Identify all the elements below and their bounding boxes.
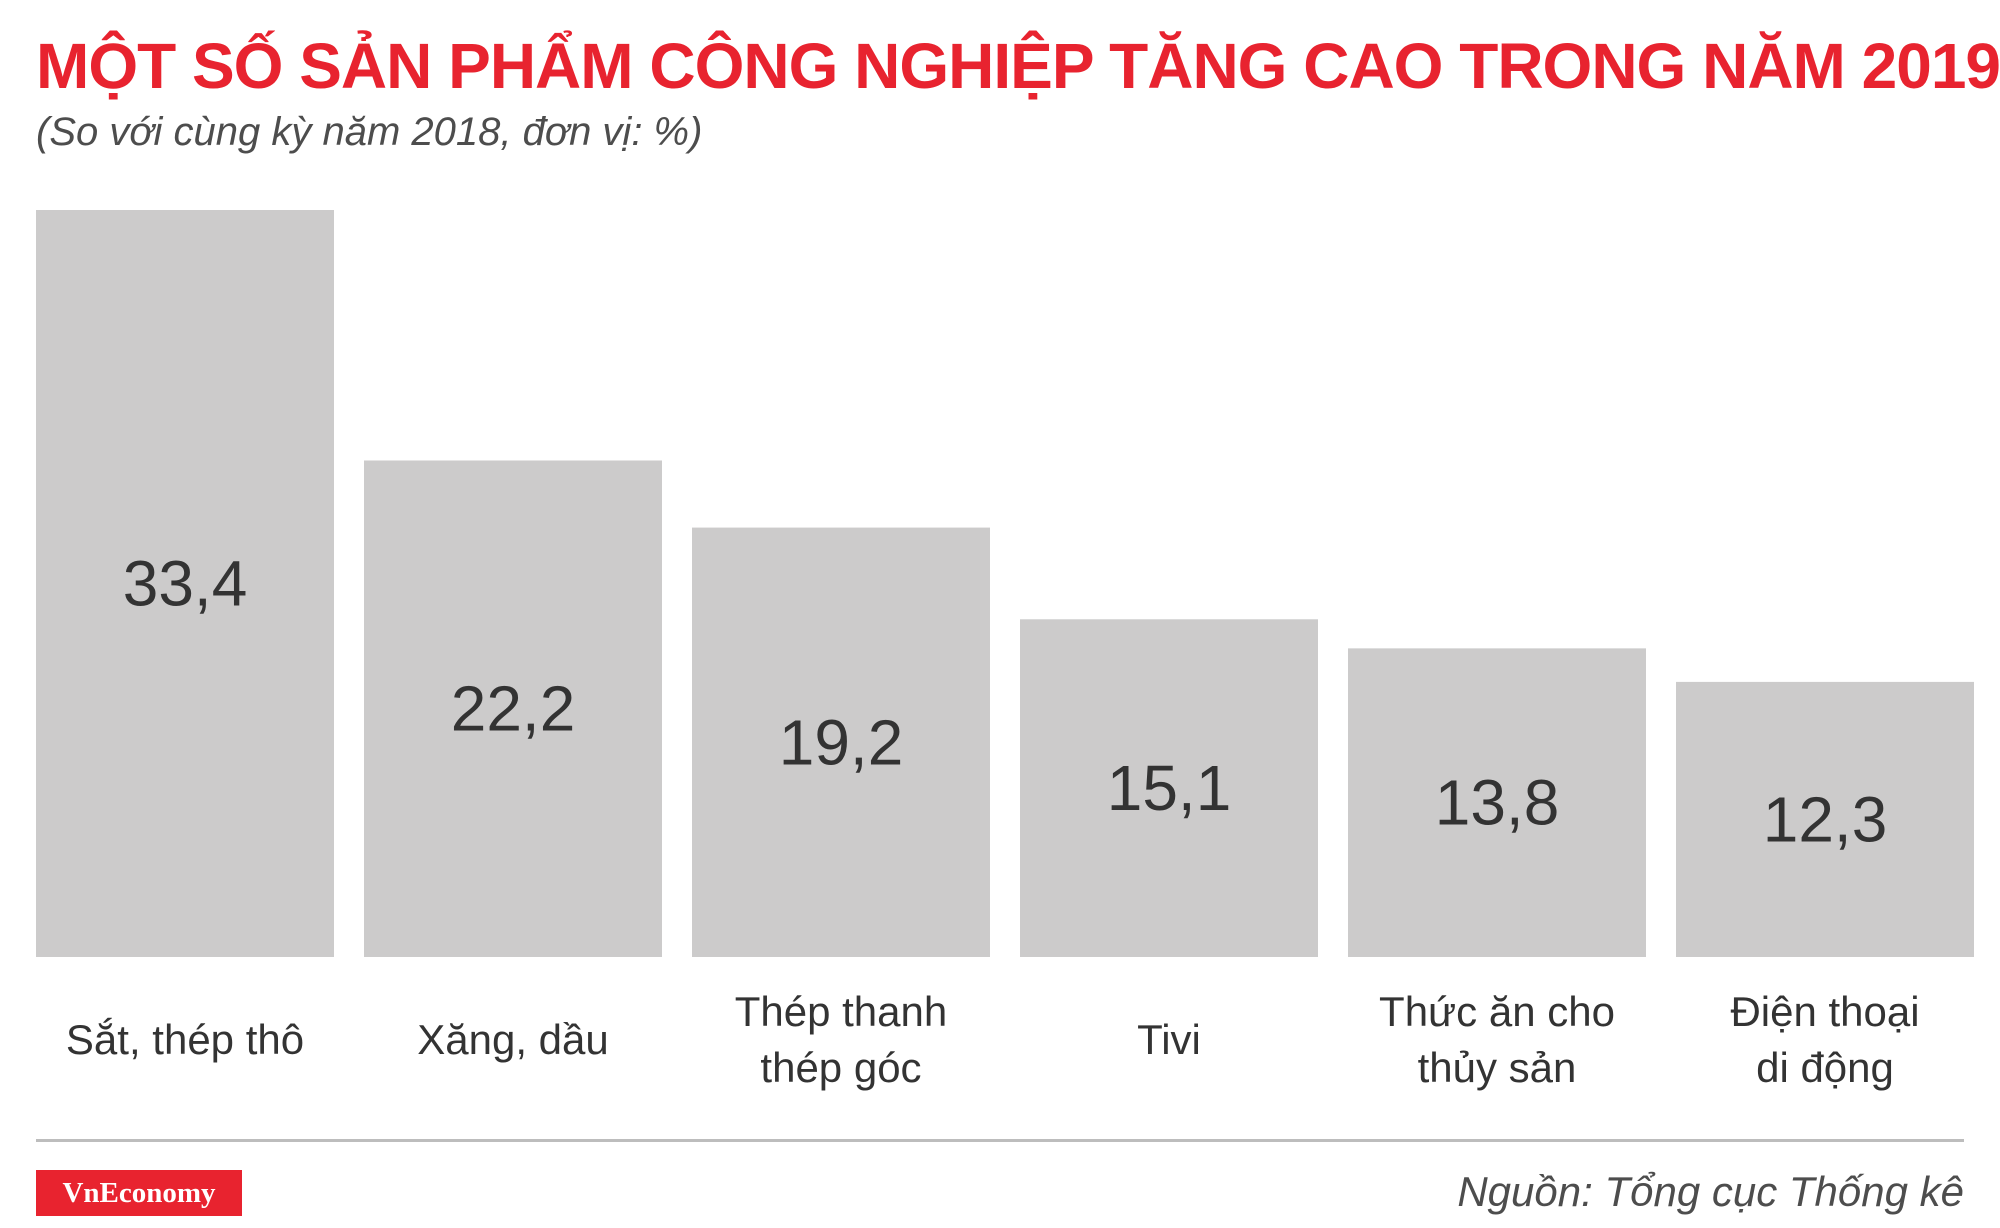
category-label: Thép thanh	[735, 988, 948, 1035]
bar-value-label: 15,1	[1107, 752, 1232, 824]
bar-value-label: 13,8	[1435, 767, 1560, 839]
vneconomy-logo: VnEconomy	[36, 1170, 242, 1216]
category-label: Xăng, dầu	[417, 1016, 609, 1063]
bar-chart: 33,4 Sắt, thép thô 22,2 Xăng, dầu 19,2 Thép t…	[36, 210, 1974, 1091]
category-label: thép góc	[760, 1044, 921, 1091]
bar-value-label: 33,4	[123, 548, 248, 620]
bar-1	[36, 210, 334, 957]
bar-4	[1020, 619, 1318, 957]
bar-value-label: 12,3	[1763, 783, 1888, 855]
bar-2	[364, 460, 662, 957]
category-label: Tivi	[1137, 1016, 1201, 1063]
page-title: MỘT SỐ SẢN PHẨM CÔNG NGHIỆP TĂNG CAO TRO…	[36, 30, 2000, 102]
source-note: Nguồn: Tổng cục Thống kê	[1457, 1168, 1964, 1215]
category-label: Thức ăn cho	[1379, 988, 1615, 1035]
bar-6	[1676, 681, 1974, 957]
category-label: Sắt, thép thô	[66, 1016, 304, 1063]
bar-5	[1348, 648, 1646, 957]
bar-value-label: 19,2	[779, 706, 904, 778]
bar-value-label: 22,2	[451, 673, 576, 745]
category-label: Điện thoại	[1730, 988, 1919, 1035]
page-subtitle: (So với cùng kỳ năm 2018, đơn vị: %)	[36, 110, 703, 154]
category-label: thủy sản	[1418, 1044, 1577, 1091]
bar-3	[692, 527, 990, 957]
footer-divider	[36, 1139, 1964, 1142]
category-label: di động	[1756, 1044, 1894, 1091]
